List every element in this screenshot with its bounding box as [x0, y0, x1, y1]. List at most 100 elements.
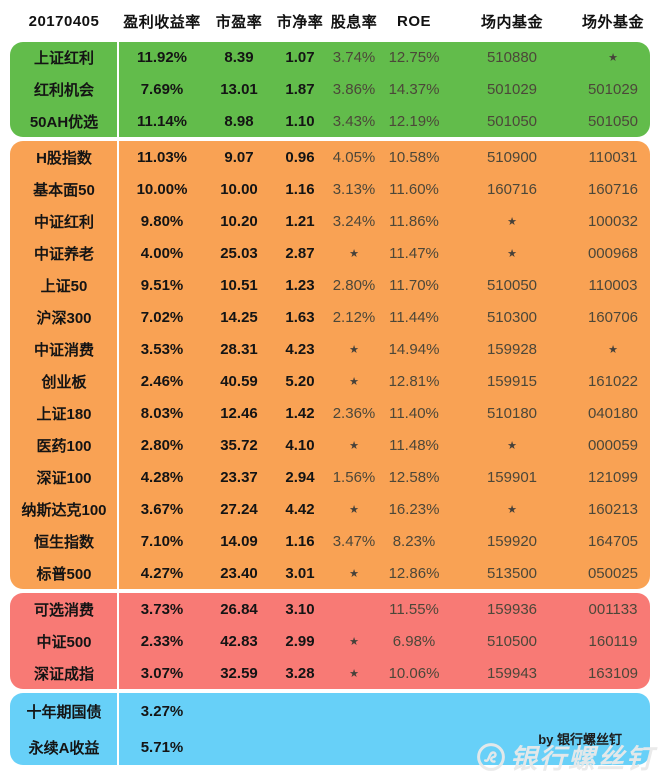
cell-pb-ratio: 2.99 — [285, 632, 315, 650]
cell-offmarket-fund: 050025 — [587, 564, 639, 582]
cell-earnings-yield: 11.03% — [136, 148, 188, 166]
cell-roe: 12.19% — [388, 112, 440, 130]
cell-earnings-yield: 4.00% — [140, 244, 184, 262]
star-icon: ★ — [507, 503, 517, 516]
row-label: 沪深300 — [36, 309, 92, 327]
table-row: 中证消费 3.53% 28.31 4.23 ★ 14.94% 159928 ★ — [10, 333, 650, 365]
cell-dividend-yield: 3.86% — [332, 81, 376, 99]
table-row: 可选消费 3.73% 26.84 3.10 11.55% 159936 001133 — [10, 593, 650, 625]
cell-offmarket-fund: 040180 — [587, 404, 639, 422]
cell-offmarket-fund: 160706 — [587, 308, 639, 326]
cell-pe-ratio: 10.51 — [220, 276, 258, 294]
cell-pe-ratio: 40.59 — [220, 372, 258, 390]
cell-pe-ratio: 8.98 — [224, 112, 254, 130]
cell-pb-ratio: 4.23 — [285, 340, 315, 358]
row-label: 上证180 — [36, 405, 92, 423]
cell-offmarket-fund: 110031 — [588, 148, 638, 166]
star-icon: ★ — [349, 247, 359, 260]
table-row: 纳斯达克100 3.67% 27.24 4.42 ★ 16.23% ★ 160213 — [10, 493, 650, 525]
cell-onmarket-fund: 501029 — [486, 81, 538, 99]
cell-pe-ratio: 10.00 — [220, 180, 258, 198]
table-row: H股指数 11.03% 9.07 0.96 4.05% 10.58% 510900 11003… — [10, 141, 650, 173]
cell-pe-ratio: 35.72 — [220, 436, 258, 454]
cell-pe-ratio: 9.07 — [224, 148, 254, 166]
row-label: H股指数 — [36, 149, 92, 167]
cell-offmarket-fund: 161022 — [587, 372, 639, 390]
cell-roe: 12.75% — [388, 49, 440, 67]
cell-pe-ratio: 27.24 — [220, 500, 258, 518]
cell-dividend-yield: 3.13% — [332, 180, 376, 198]
cell-onmarket-fund: 159928 — [486, 340, 538, 358]
cell-roe: 10.06% — [388, 664, 440, 682]
cell-roe: 11.55% — [389, 600, 439, 618]
row-label: 深证100 — [36, 469, 92, 487]
cell-roe: 11.60% — [389, 180, 439, 198]
star-icon: ★ — [507, 215, 517, 228]
cell-roe: 11.47% — [389, 244, 439, 262]
row-label: 标普500 — [36, 565, 92, 583]
cell-earnings-yield: 3.07% — [140, 664, 184, 682]
row-label: 中证养老 — [33, 245, 94, 263]
table-row: 中证红利 9.80% 10.20 1.21 3.24% 11.86% ★ 100032 — [10, 205, 650, 237]
cell-roe: 6.98% — [392, 632, 436, 650]
table-row: 上证红利 11.92% 8.39 1.07 3.74% 12.75% 510880 ★ — [10, 42, 650, 74]
column-header-roe: ROE — [396, 12, 431, 30]
cell-pe-ratio: 26.84 — [220, 600, 258, 618]
column-header-onmarket-fund: 场内基金 — [480, 13, 543, 31]
table-row: 中证养老 4.00% 25.03 2.87 ★ 11.47% ★ 000968 — [10, 237, 650, 269]
cell-pb-ratio: 1.21 — [285, 212, 315, 230]
date-label: 20170405 — [28, 12, 100, 30]
cell-offmarket-fund: 001133 — [588, 600, 638, 618]
cell-pe-ratio: 13.01 — [220, 81, 258, 99]
table-row: 红利机会 7.69% 13.01 1.87 3.86% 14.37% 501029 50102… — [10, 74, 650, 106]
cell-dividend-yield: 1.56% — [332, 468, 376, 486]
valuation-table: 上证红利 11.92% 8.39 1.07 3.74% 12.75% 510880 ★ 红利机会… — [0, 42, 660, 766]
section-orange: H股指数 11.03% 9.07 0.96 4.05% 10.58% 510900 11003… — [10, 141, 650, 590]
cell-offmarket-fund: 100032 — [587, 212, 639, 230]
cell-roe: 12.58% — [388, 468, 440, 486]
cell-onmarket-fund: 159920 — [486, 532, 538, 550]
cell-earnings-yield: 2.46% — [140, 372, 184, 390]
cell-roe: 11.70% — [389, 276, 439, 294]
cell-offmarket-fund: 160716 — [587, 180, 639, 198]
table-header: 20170405 盈利收益率 市盈率 市净率 股息率 ROE 场内基金 场外基金 — [10, 0, 650, 42]
cell-earnings-yield: 7.02% — [140, 308, 184, 326]
cell-pb-ratio: 0.96 — [285, 148, 315, 166]
row-label: 永续A收益 — [28, 739, 100, 757]
cell-earnings-yield: 2.80% — [140, 436, 184, 454]
row-label: 恒生指数 — [33, 533, 94, 551]
section-green: 上证红利 11.92% 8.39 1.07 3.74% 12.75% 510880 ★ 红利机会… — [10, 42, 650, 138]
cell-dividend-yield: 3.43% — [332, 112, 376, 130]
cell-onmarket-fund: 159901 — [486, 468, 538, 486]
cell-pb-ratio: 1.10 — [285, 112, 315, 130]
cell-onmarket-fund: 501050 — [486, 112, 538, 130]
row-label: 中证500 — [36, 633, 92, 651]
table-row: 永续A收益 5.71% — [10, 729, 650, 765]
cell-earnings-yield: 3.27% — [140, 702, 184, 720]
table-row: 沪深300 7.02% 14.25 1.63 2.12% 11.44% 510300 1607… — [10, 301, 650, 333]
row-label: 纳斯达克100 — [21, 501, 107, 519]
cell-onmarket-fund: 510880 — [486, 49, 538, 67]
watermark-text: 银行螺丝钉 — [510, 744, 655, 774]
cell-earnings-yield: 5.71% — [140, 738, 184, 756]
cell-pb-ratio: 1.23 — [285, 276, 315, 294]
cell-dividend-yield: 3.74% — [332, 49, 376, 67]
cell-earnings-yield: 9.80% — [140, 212, 184, 230]
cell-roe: 16.23% — [388, 500, 440, 518]
cell-offmarket-fund: 000059 — [587, 436, 639, 454]
cell-roe: 11.44% — [389, 308, 439, 326]
column-header-pb-ratio: 市净率 — [276, 13, 324, 31]
star-icon: ★ — [349, 343, 359, 356]
cell-roe: 14.37% — [388, 81, 440, 99]
table-row: 创业板 2.46% 40.59 5.20 ★ 12.81% 159915 161022 — [10, 365, 650, 397]
star-icon: ★ — [349, 375, 359, 388]
cell-pe-ratio: 23.40 — [220, 564, 258, 582]
row-label: 基本面50 — [33, 181, 95, 199]
row-label: 上证50 — [40, 277, 88, 295]
cell-pb-ratio: 1.42 — [285, 404, 315, 422]
star-icon: ★ — [349, 503, 359, 516]
cell-pb-ratio: 2.87 — [285, 244, 315, 262]
section-blue: 十年期国债 3.27% 永续A收益 5.71% by 银行螺丝钉 — [10, 693, 650, 766]
cell-roe: 8.23% — [392, 532, 436, 550]
cell-earnings-yield: 8.03% — [140, 404, 184, 422]
